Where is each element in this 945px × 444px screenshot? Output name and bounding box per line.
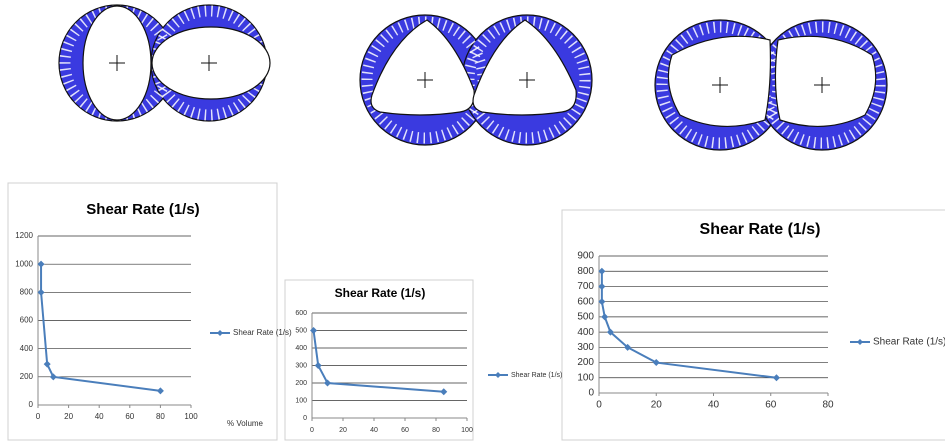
legend-marker [217,330,223,336]
y-tick-label: 300 [295,362,307,369]
x-tick-label: 40 [708,400,720,411]
chart-frame [8,183,277,440]
y-tick-label: 600 [295,310,307,317]
screw-diagram [655,20,887,150]
y-tick-label: 200 [20,372,34,381]
y-tick-label: 400 [577,327,594,338]
x-tick-label: 40 [370,427,378,434]
x-tick-label: 100 [461,427,473,434]
series-line [602,271,777,378]
x-tick-label: 20 [339,427,347,434]
data-point [157,387,164,394]
x-tick-label: 100 [184,412,198,421]
data-point [440,388,447,395]
y-tick-label: 400 [295,345,307,352]
y-tick-label: 1200 [15,231,33,240]
data-point [324,380,331,387]
x-tick-label: 0 [36,412,41,421]
legend-marker [495,372,501,378]
series-line [41,264,160,391]
data-point [38,261,45,268]
series-line [314,331,444,392]
y-tick-label: 700 [577,281,594,292]
y-tick-label: 0 [588,388,594,399]
y-tick-label: 300 [577,342,594,353]
y-tick-label: 100 [577,372,594,383]
x-tick-label: 60 [765,400,777,411]
x-tick-label: 0 [310,427,314,434]
x-tick-label: 60 [125,412,134,421]
data-point [601,313,608,320]
screw-diagram [59,5,270,121]
data-point [50,373,57,380]
chart-frame [285,280,473,440]
y-tick-label: 900 [577,251,594,262]
x-tick-label: 20 [651,400,663,411]
data-point [310,327,317,334]
x-tick-label: 60 [401,427,409,434]
y-tick-label: 0 [29,400,34,409]
screw-diagram [360,15,592,145]
data-point [44,361,51,368]
y-tick-label: 400 [20,344,34,353]
chart-title: Shear Rate (1/s) [86,201,199,218]
data-point [315,362,322,369]
x-tick-label: 80 [432,427,440,434]
y-tick-label: 800 [577,266,594,277]
y-tick-label: 100 [295,397,307,404]
chart-frame [562,210,945,440]
y-tick-label: 600 [20,316,34,325]
x-tick-label: 80 [822,400,834,411]
x-axis-label: % Volume [227,419,264,428]
x-tick-label: 20 [64,412,73,421]
legend-label: Shear Rate (1/s) [511,372,562,379]
legend-marker [857,339,863,345]
y-tick-label: 200 [577,357,594,368]
x-tick-label: 80 [156,412,165,421]
y-tick-label: 500 [295,327,307,334]
data-point [773,374,780,381]
x-tick-label: 40 [95,412,104,421]
y-tick-label: 500 [577,312,594,323]
chart-title: Shear Rate (1/s) [700,221,821,238]
legend-label: Shear Rate (1/s) [233,328,292,337]
y-tick-label: 600 [577,296,594,307]
y-tick-label: 1000 [15,259,33,268]
chart-title: Shear Rate (1/s) [335,286,426,300]
legend-label: Shear Rate (1/s) [873,337,945,348]
y-tick-label: 0 [303,415,307,422]
data-point [653,359,660,366]
y-tick-label: 800 [20,287,34,296]
figure: Shear Rate (1/s)020040060080010001200020… [0,0,945,444]
y-tick-label: 200 [295,380,307,387]
x-tick-label: 0 [596,400,602,411]
data-point [38,289,45,296]
